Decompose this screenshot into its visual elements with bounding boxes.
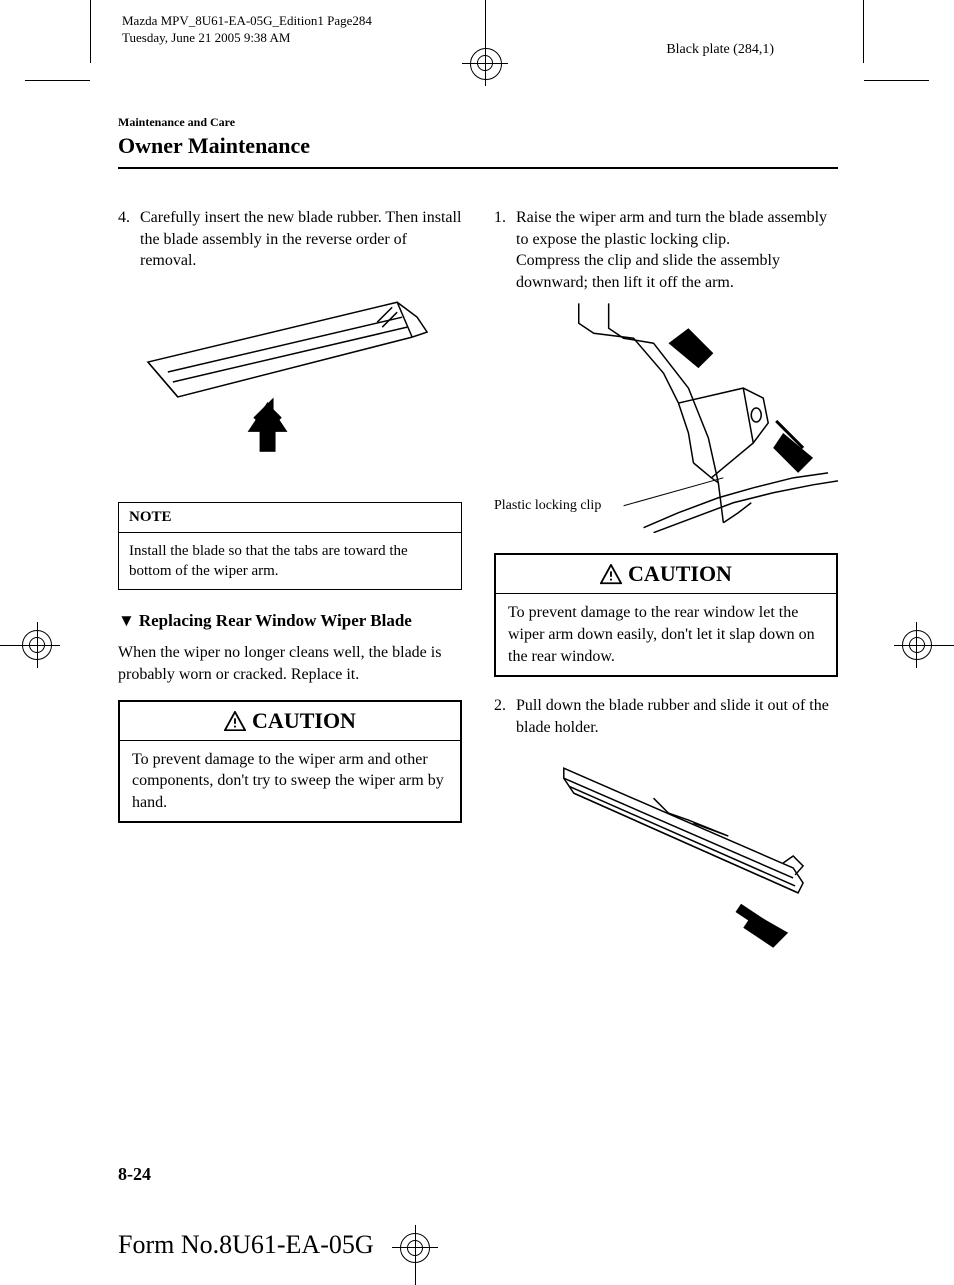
- step-number: 2.: [494, 695, 516, 738]
- step-text: Pull down the blade rubber and slide it …: [516, 695, 838, 738]
- note-body: Install the blade so that the tabs are t…: [119, 533, 461, 590]
- step-text: Carefully insert the new blade rubber. T…: [140, 207, 462, 272]
- caution-header: CAUTION: [120, 702, 460, 741]
- registration-mark-bottom: [400, 1215, 430, 1285]
- registration-mark-top: [470, 0, 500, 70]
- crop-line: [25, 80, 90, 81]
- subsection-title-text: Replacing Rear Window Wiper Blade: [139, 610, 412, 632]
- title-rule: [118, 167, 838, 169]
- caution-body: To prevent damage to the rear window let…: [496, 594, 836, 675]
- blade-rubber-pull-figure: [494, 748, 838, 958]
- warning-triangle-icon: [224, 711, 246, 731]
- step-4: 4. Carefully insert the new blade rubber…: [118, 207, 462, 272]
- note-title: NOTE: [119, 503, 461, 533]
- registration-mark-right: [884, 630, 954, 660]
- body-paragraph: When the wiper no longer cleans well, th…: [118, 642, 462, 685]
- section-title: Owner Maintenance: [118, 133, 838, 159]
- page-number: 8-24: [118, 1164, 151, 1185]
- warning-triangle-icon: [600, 564, 622, 584]
- doc-id-text: Mazda MPV_8U61-EA-05G_Edition1 Page284: [122, 13, 372, 30]
- figure-callout-label: Plastic locking clip: [494, 498, 601, 514]
- breadcrumb: Maintenance and Care: [118, 115, 838, 130]
- step-number: 4.: [118, 207, 140, 272]
- caution-label: CAUTION: [252, 708, 356, 734]
- left-column: 4. Carefully insert the new blade rubber…: [118, 207, 462, 978]
- crop-line: [863, 0, 864, 63]
- two-column-layout: 4. Carefully insert the new blade rubber…: [118, 207, 838, 978]
- note-box: NOTE Install the blade so that the tabs …: [118, 502, 462, 591]
- caution-header: CAUTION: [496, 555, 836, 594]
- form-number: Form No.8U61-EA-05G: [118, 1230, 374, 1260]
- caution-box: CAUTION To prevent damage to the wiper a…: [118, 700, 462, 824]
- step-1: 1. Raise the wiper arm and turn the blad…: [494, 207, 838, 293]
- wiper-blade-insert-figure: [118, 282, 462, 482]
- black-plate-text: Black plate (284,1): [666, 42, 774, 58]
- caution-box: CAUTION To prevent damage to the rear wi…: [494, 553, 838, 677]
- step-text: Raise the wiper arm and turn the blade a…: [516, 207, 838, 293]
- wiper-arm-clip-figure: Plastic locking clip: [494, 303, 838, 533]
- right-column: 1. Raise the wiper arm and turn the blad…: [494, 207, 838, 978]
- caution-label: CAUTION: [628, 561, 732, 587]
- page-content: Maintenance and Care Owner Maintenance 4…: [118, 115, 838, 978]
- triangle-down-icon: ▼: [118, 610, 135, 632]
- step-2: 2. Pull down the blade rubber and slide …: [494, 695, 838, 738]
- step-number: 1.: [494, 207, 516, 293]
- crop-line: [90, 0, 91, 63]
- timestamp-text: Tuesday, June 21 2005 9:38 AM: [122, 30, 372, 47]
- document-meta: Mazda MPV_8U61-EA-05G_Edition1 Page284 T…: [122, 13, 372, 47]
- caution-body: To prevent damage to the wiper arm and o…: [120, 741, 460, 822]
- subsection-title: ▼ Replacing Rear Window Wiper Blade: [118, 610, 462, 632]
- crop-line: [864, 80, 929, 81]
- registration-mark-left: [0, 630, 70, 660]
